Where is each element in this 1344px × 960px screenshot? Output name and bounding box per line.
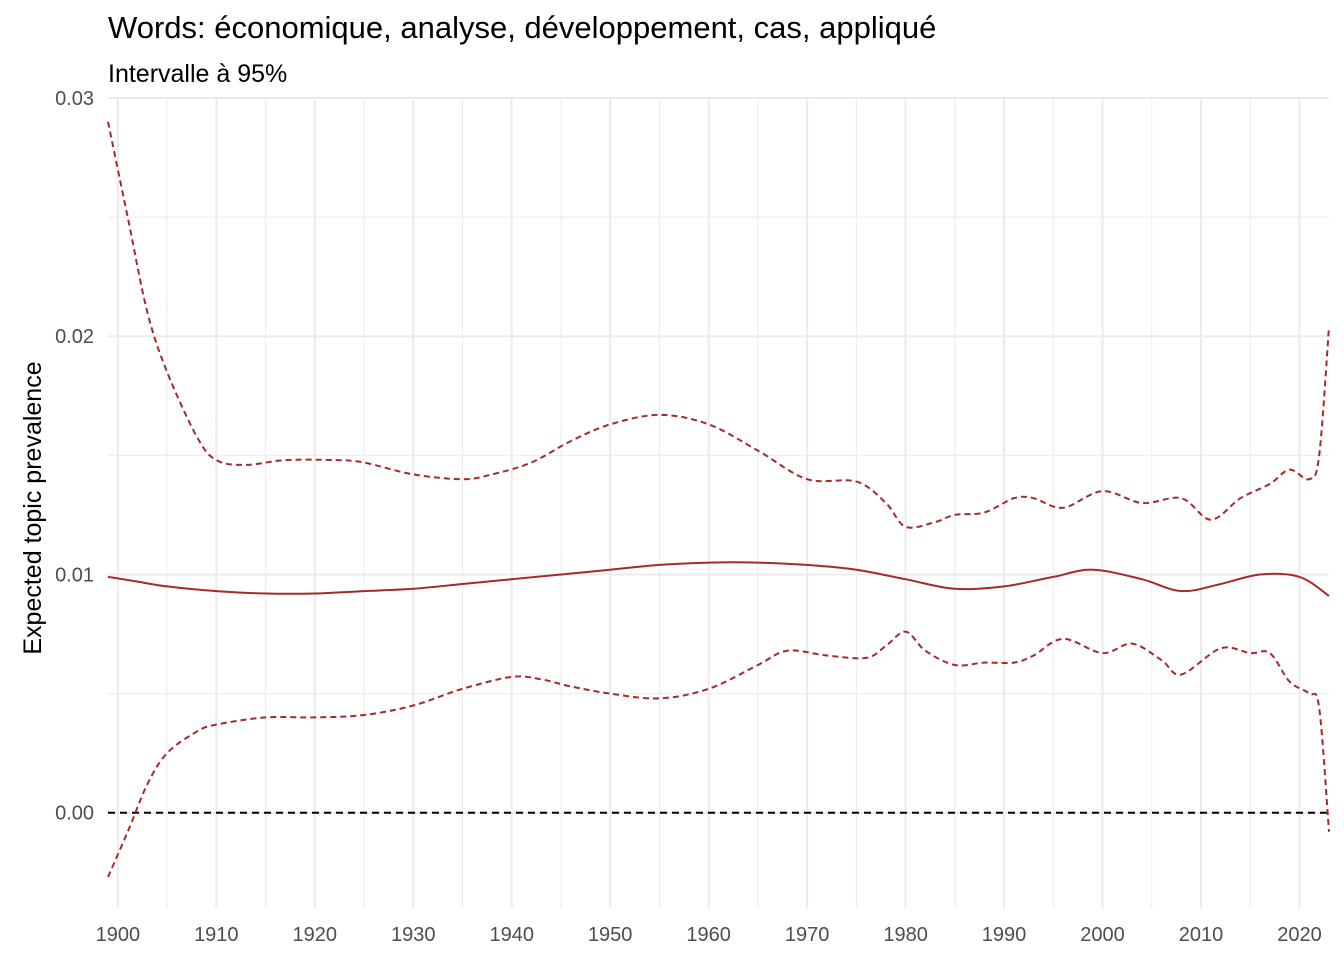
y-tick-label: 0.02 — [55, 326, 94, 348]
y-axis-label: Expected topic prevalence — [19, 361, 47, 654]
x-tick-label: 1960 — [686, 924, 731, 946]
series-group — [107, 121, 1330, 878]
x-tick-label: 1920 — [293, 924, 338, 946]
lower-95-line — [107, 630, 1330, 878]
x-tick-label: 1910 — [194, 924, 239, 946]
x-tick-label: 1980 — [883, 924, 928, 946]
x-tick-label: 1970 — [785, 924, 830, 946]
y-axis-ticks: 0.00 0.01 0.02 0.03 — [55, 88, 94, 825]
chart-subtitle: Intervalle à 95% — [108, 60, 288, 88]
x-tick-label: 2010 — [1179, 924, 1224, 946]
x-axis-ticks: 1900 1910 1920 1930 1940 1950 1960 1970 1980 1990… — [96, 924, 1322, 946]
x-tick-label: 1900 — [96, 924, 141, 946]
x-tick-label: 2020 — [1277, 924, 1322, 946]
x-tick-label: 1950 — [588, 924, 633, 946]
y-tick-label: 0.03 — [55, 88, 94, 110]
y-tick-label: 0.01 — [55, 564, 94, 586]
y-tick-label: 0.00 — [55, 803, 94, 825]
upper-95-line — [107, 121, 1330, 529]
x-tick-label: 1990 — [982, 924, 1027, 946]
estimate-line — [107, 561, 1330, 597]
x-tick-label: 1930 — [391, 924, 436, 946]
x-tick-label: 1940 — [489, 924, 534, 946]
chart-title: Words: économique, analyse, développemen… — [108, 10, 937, 45]
x-tick-label: 2000 — [1080, 924, 1125, 946]
